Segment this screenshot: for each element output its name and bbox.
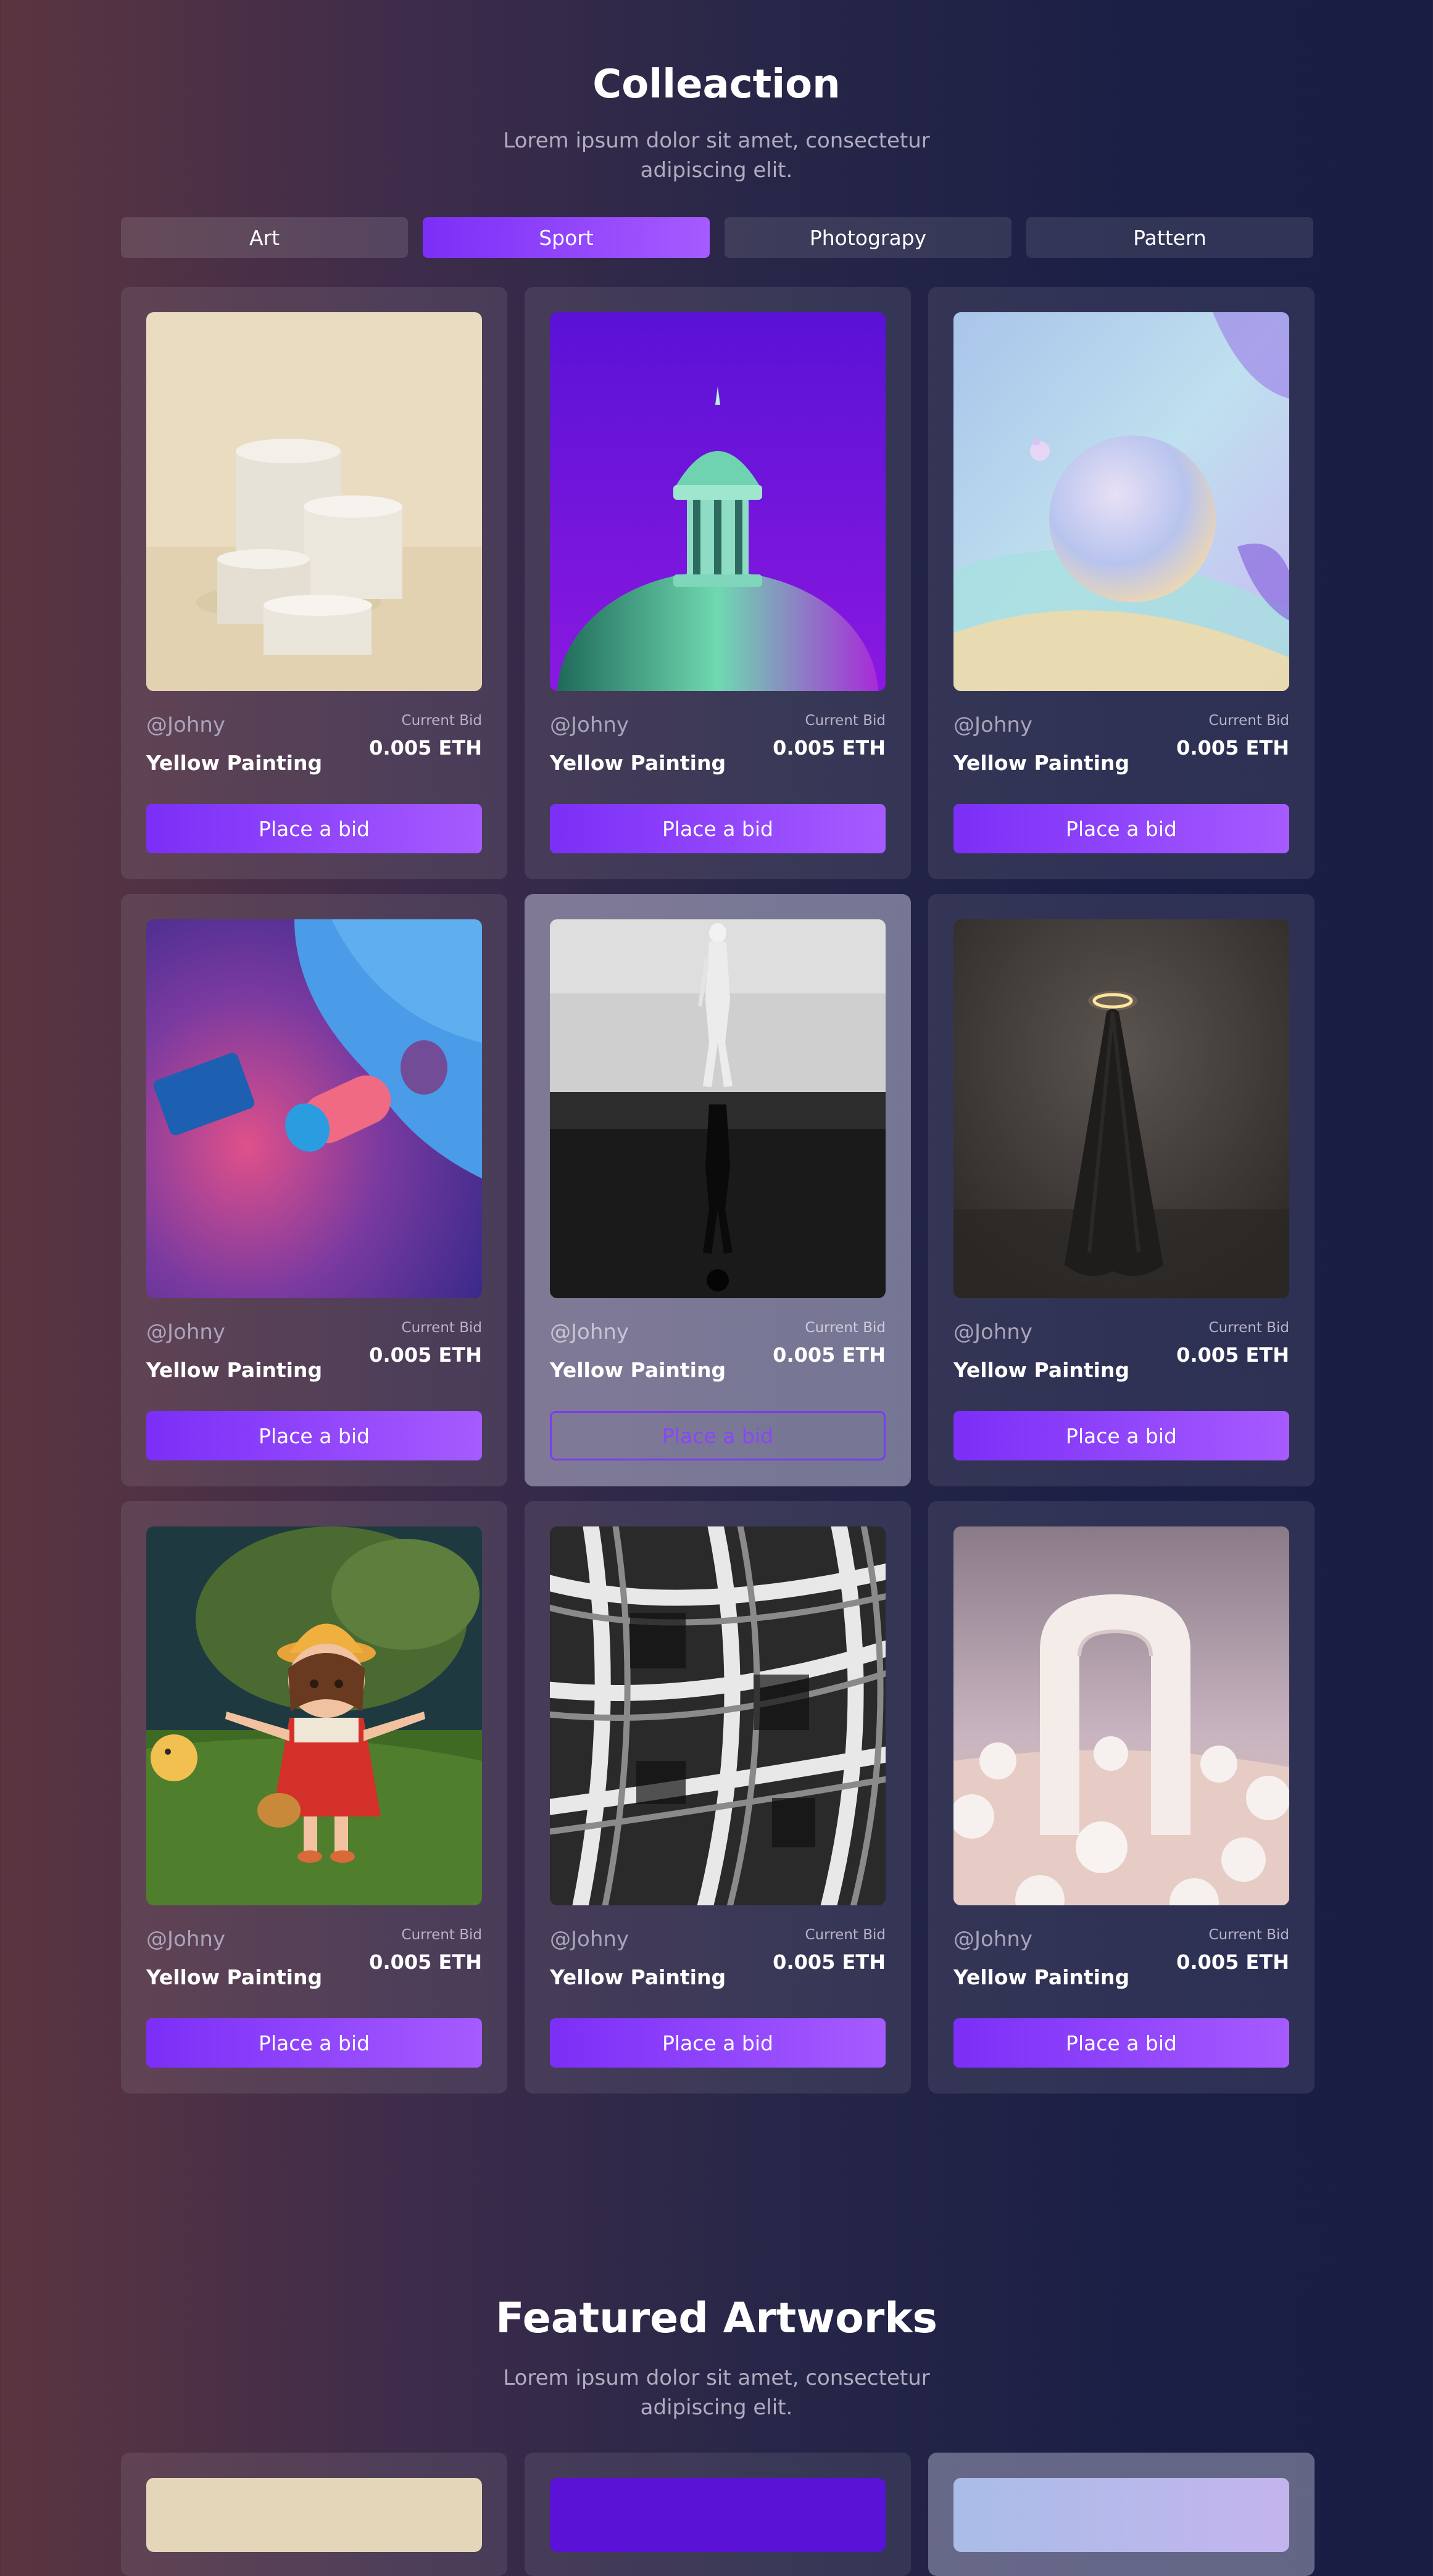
tower-dome-artwork: [550, 312, 886, 691]
place-bid-button[interactable]: Place a bid: [953, 804, 1289, 853]
collection-subtitle-line1: Lorem ipsum dolor sit amet, consectetur: [503, 128, 930, 153]
artwork-name: Yellow Painting: [146, 751, 323, 775]
current-bid-value: 0.005 ETH: [369, 736, 482, 760]
abstract-shapes-artwork: [146, 919, 482, 1298]
nft-card: @Johny Yellow Painting Current Bid 0.005…: [928, 1501, 1315, 2094]
featured-title: Featured Artworks: [495, 2294, 938, 2343]
artwork-name: Yellow Painting: [146, 1965, 323, 1989]
sphere-artwork: [953, 312, 1289, 691]
place-bid-button[interactable]: Place a bid: [953, 2018, 1289, 2068]
tab-art[interactable]: Art: [121, 217, 408, 258]
tab-photograpy[interactable]: Photograpy: [725, 217, 1011, 258]
nft-card: @Johny Yellow Painting Current Bid 0.005…: [121, 894, 507, 1486]
category-tabs: Art Sport Photograpy Pattern: [121, 217, 1315, 258]
current-bid-label: Current Bid: [401, 1320, 482, 1336]
featured-artwork-image[interactable]: [146, 2478, 482, 2552]
artwork-image[interactable]: [550, 312, 886, 691]
place-bid-button[interactable]: Place a bid: [550, 2018, 886, 2068]
featured-card: [525, 2453, 911, 2576]
current-bid-label: Current Bid: [1208, 1927, 1289, 1943]
collection-subtitle-line2: adipiscing elit.: [640, 158, 793, 183]
creator-handle[interactable]: @Johny: [146, 1927, 226, 1952]
artwork-name: Yellow Painting: [550, 1965, 726, 1989]
featured-artwork-image[interactable]: [953, 2478, 1289, 2552]
artwork-name: Yellow Painting: [146, 1358, 323, 1382]
current-bid-label: Current Bid: [401, 713, 482, 729]
artwork-image[interactable]: [953, 312, 1289, 691]
artwork-name: Yellow Painting: [953, 751, 1130, 775]
place-bid-button[interactable]: Place a bid: [953, 1411, 1289, 1460]
current-bid-value: 0.005 ETH: [1176, 736, 1289, 760]
artwork-image[interactable]: [146, 312, 482, 691]
featured-card: [121, 2453, 507, 2576]
featured-artwork-image[interactable]: [550, 2478, 886, 2552]
current-bid-value: 0.005 ETH: [369, 1950, 482, 1974]
current-bid-label: Current Bid: [1208, 1320, 1289, 1336]
current-bid-value: 0.005 ETH: [1176, 1950, 1289, 1974]
current-bid-label: Current Bid: [805, 1927, 886, 1943]
nft-card: @Johny Yellow Painting Current Bid 0.005…: [121, 287, 507, 879]
place-bid-button[interactable]: Place a bid: [146, 2018, 482, 2068]
featured-subtitle-line1: Lorem ipsum dolor sit amet, consectetur: [503, 2366, 930, 2390]
architecture-artwork: [550, 1526, 886, 1905]
creator-handle[interactable]: @Johny: [550, 1927, 629, 1952]
current-bid-label: Current Bid: [1208, 713, 1289, 729]
statue-reflection-artwork: [550, 919, 886, 1298]
artwork-name: Yellow Painting: [953, 1358, 1130, 1382]
artwork-name: Yellow Painting: [550, 1358, 726, 1382]
collection-subtitle: Lorem ipsum dolor sit amet, consectetur …: [439, 126, 994, 185]
creator-handle[interactable]: @Johny: [146, 1320, 226, 1344]
artwork-image[interactable]: [550, 919, 886, 1298]
current-bid-value: 0.005 ETH: [773, 736, 886, 760]
arch-spheres-artwork: [953, 1526, 1289, 1905]
creator-handle[interactable]: @Johny: [550, 713, 629, 737]
artwork-name: Yellow Painting: [550, 751, 726, 775]
current-bid-value: 0.005 ETH: [773, 1950, 886, 1974]
artwork-name: Yellow Painting: [953, 1965, 1130, 1989]
nft-card: @Johny Yellow Painting Current Bid 0.005…: [121, 1501, 507, 2094]
place-bid-button[interactable]: Place a bid: [550, 804, 886, 853]
nft-card: @Johny Yellow Painting Current Bid 0.005…: [525, 1501, 911, 2094]
current-bid-label: Current Bid: [401, 1927, 482, 1943]
current-bid-label: Current Bid: [805, 1320, 886, 1336]
featured-subtitle-line2: adipiscing elit.: [640, 2395, 793, 2420]
nft-card: @Johny Yellow Painting Current Bid 0.005…: [928, 894, 1315, 1486]
creator-handle[interactable]: @Johny: [146, 713, 226, 737]
ghost-halo-artwork: [953, 919, 1289, 1298]
artwork-image[interactable]: [953, 919, 1289, 1298]
current-bid-value: 0.005 ETH: [1176, 1343, 1289, 1367]
creator-handle[interactable]: @Johny: [550, 1320, 629, 1344]
artwork-image[interactable]: [146, 919, 482, 1298]
cylinders-artwork: [146, 312, 482, 691]
nft-card: @Johny Yellow Painting Current Bid 0.005…: [525, 287, 911, 879]
girl-figurine-artwork: [146, 1526, 482, 1905]
tab-pattern[interactable]: Pattern: [1026, 217, 1313, 258]
current-bid-label: Current Bid: [805, 713, 886, 729]
featured-subtitle: Lorem ipsum dolor sit amet, consectetur …: [439, 2363, 994, 2422]
creator-handle[interactable]: @Johny: [953, 713, 1033, 737]
creator-handle[interactable]: @Johny: [953, 1320, 1033, 1344]
place-bid-button[interactable]: Place a bid: [550, 1411, 886, 1460]
tab-sport[interactable]: Sport: [423, 217, 710, 258]
artwork-image[interactable]: [146, 1526, 482, 1905]
place-bid-button[interactable]: Place a bid: [146, 804, 482, 853]
place-bid-button[interactable]: Place a bid: [146, 1411, 482, 1460]
artwork-image[interactable]: [953, 1526, 1289, 1905]
artwork-image[interactable]: [550, 1526, 886, 1905]
collection-title: Colleaction: [592, 62, 841, 107]
current-bid-value: 0.005 ETH: [369, 1343, 482, 1367]
creator-handle[interactable]: @Johny: [953, 1927, 1033, 1952]
nft-card: @Johny Yellow Painting Current Bid 0.005…: [928, 287, 1315, 879]
nft-card: @Johny Yellow Painting Current Bid 0.005…: [525, 894, 911, 1486]
current-bid-value: 0.005 ETH: [773, 1343, 886, 1367]
featured-card: [928, 2453, 1315, 2576]
